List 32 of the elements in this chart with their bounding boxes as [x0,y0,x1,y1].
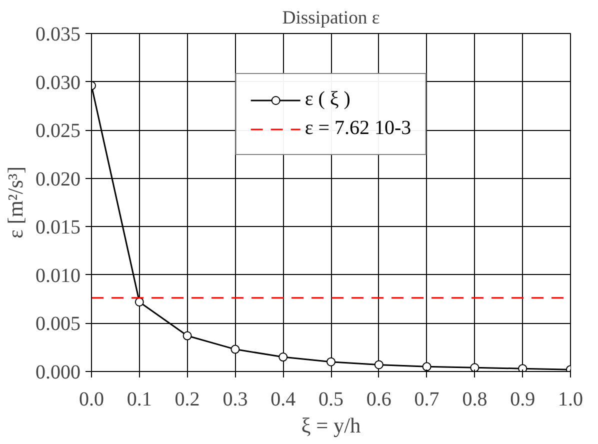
point [518,364,528,372]
y-tick-label: 0.030 [36,72,80,94]
point [182,331,192,340]
x-tick-label: 0.5 [318,388,344,410]
y-tick-label: 0.005 [36,313,80,336]
legend-label: ε = 7.62 10-3 [304,117,412,140]
point [470,363,480,372]
y-tick-label: 0.015 [36,216,80,239]
x-tick-label: 0.1 [126,388,152,410]
y-tick-label: 0.020 [36,168,80,190]
x-tick-label: 0.3 [222,388,248,410]
x-tick-label: 0.2 [174,388,200,410]
point [278,352,288,362]
x-tick-label: 0.0 [79,388,104,410]
y-axis-title: ε [m²/s³] [4,166,28,239]
x-axis-title: ξ = y/h [301,414,362,438]
x-tick-label: 0.8 [462,388,488,410]
point [422,362,432,372]
point [326,357,336,366]
y-tick-label: 0.010 [36,264,80,287]
x-tick-label: 0.7 [414,388,440,410]
x-tick-label: 0.4 [270,388,296,410]
x-tick-label: 1.0 [558,388,583,410]
y-tick-label: 0.000 [36,362,80,384]
x-tick-label: 0.6 [366,388,392,410]
y-tick-label: 0.025 [36,120,80,142]
x-tick-label: 0.9 [510,388,536,410]
legend-label: ε ( ξ ) [304,88,350,111]
chart-title: Dissipation ε [282,8,380,28]
point [374,360,384,370]
y-tick-label: 0.035 [36,24,80,46]
point [230,344,240,354]
